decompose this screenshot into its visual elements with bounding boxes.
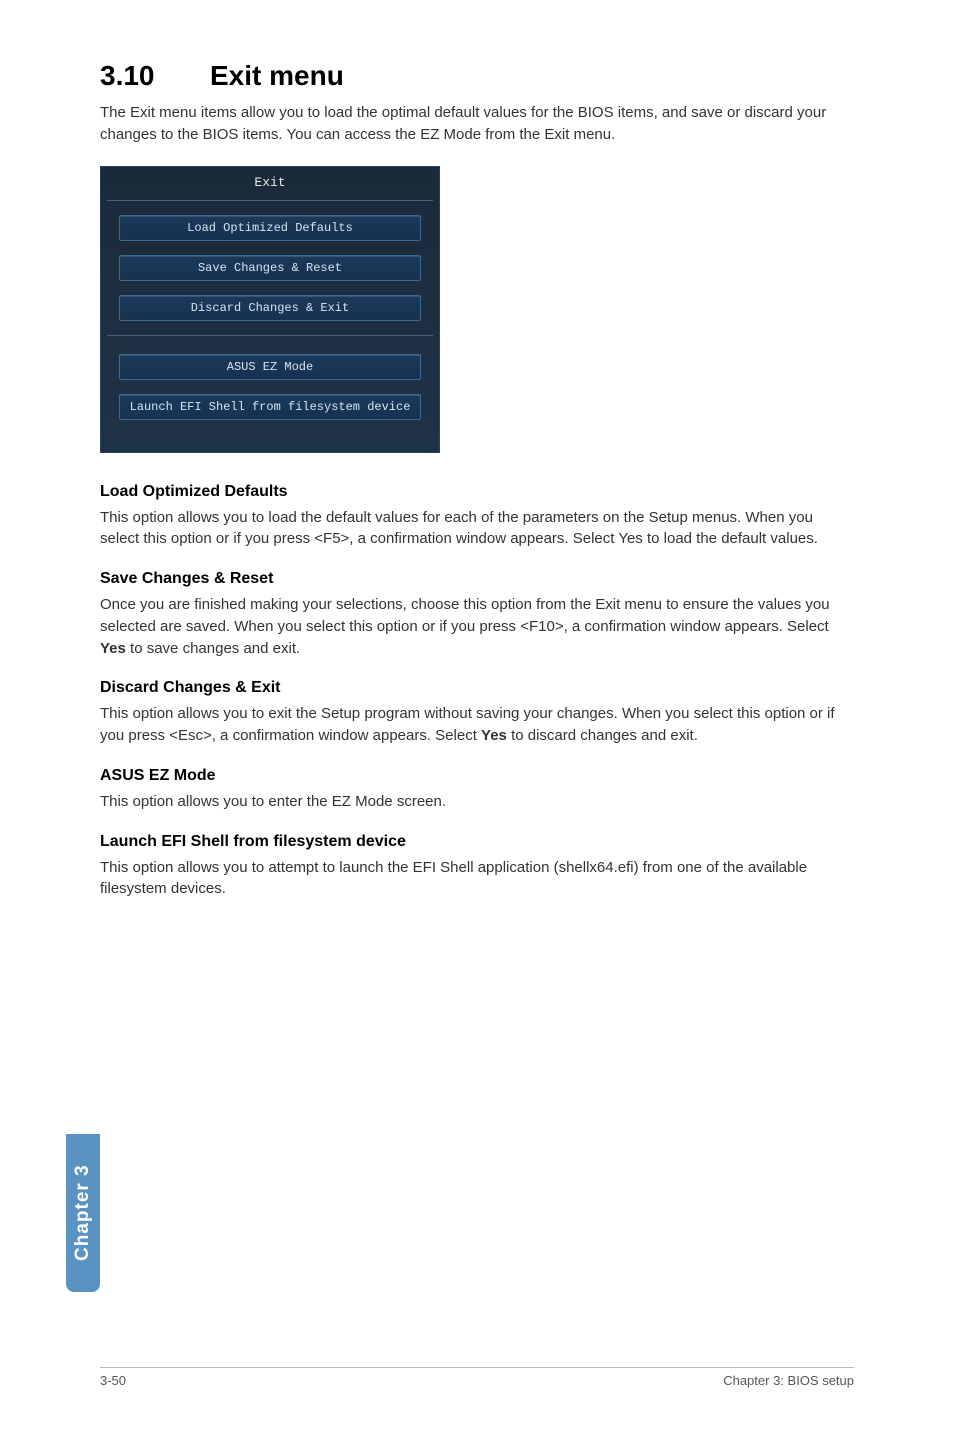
subheading-launch-efi: Launch EFI Shell from filesystem device (100, 833, 854, 851)
subheading-save-reset: Save Changes & Reset (100, 570, 854, 588)
chapter-side-tab: Chapter 3 (66, 1134, 100, 1292)
bios-ez-mode-button[interactable]: ASUS EZ Mode (119, 354, 421, 380)
page-number: 3-50 (100, 1373, 126, 1388)
bios-save-reset-button[interactable]: Save Changes & Reset (119, 255, 421, 281)
subheading-ez-mode: ASUS EZ Mode (100, 767, 854, 785)
bios-discard-exit-button[interactable]: Discard Changes & Exit (119, 295, 421, 321)
bios-panel-title: Exit (101, 167, 439, 196)
body-bold: Yes (100, 640, 126, 657)
subheading-load-defaults: Load Optimized Defaults (100, 483, 854, 501)
body-text: Once you are finished making your select… (100, 596, 830, 635)
bios-load-defaults-button[interactable]: Load Optimized Defaults (119, 215, 421, 241)
bios-separator (107, 335, 433, 336)
body-load-defaults: This option allows you to load the defau… (100, 507, 854, 551)
body-ez-mode: This option allows you to enter the EZ M… (100, 791, 854, 813)
body-text: to discard changes and exit. (507, 727, 698, 744)
bios-launch-efi-button[interactable]: Launch EFI Shell from filesystem device (119, 394, 421, 420)
section-title: Exit menu (210, 60, 344, 91)
section-heading: 3.10Exit menu (100, 60, 854, 92)
body-text: to save changes and exit. (126, 640, 300, 657)
body-text: This option allows you to exit the Setup… (100, 705, 835, 744)
body-launch-efi: This option allows you to attempt to lau… (100, 857, 854, 901)
subheading-discard-exit: Discard Changes & Exit (100, 679, 854, 697)
bios-separator (107, 200, 433, 201)
footer-chapter-label: Chapter 3: BIOS setup (723, 1373, 854, 1388)
bios-exit-panel: Exit Load Optimized Defaults Save Change… (100, 166, 440, 453)
body-bold: Yes (481, 727, 507, 744)
page-footer: 3-50 Chapter 3: BIOS setup (100, 1367, 854, 1388)
body-save-reset: Once you are finished making your select… (100, 594, 854, 659)
body-discard-exit: This option allows you to exit the Setup… (100, 703, 854, 747)
intro-paragraph: The Exit menu items allow you to load th… (100, 102, 854, 146)
section-number: 3.10 (100, 60, 210, 92)
